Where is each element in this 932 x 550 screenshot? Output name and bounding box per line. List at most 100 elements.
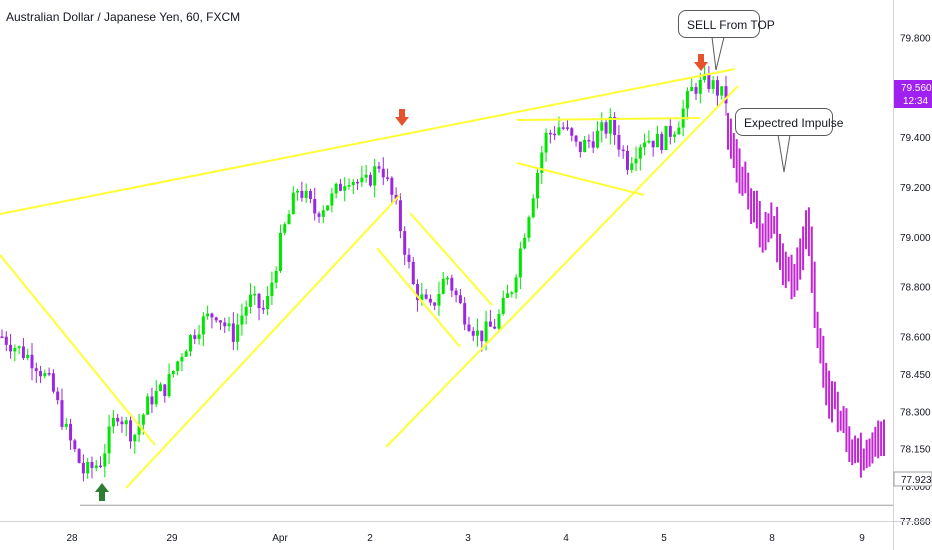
candle xyxy=(34,362,38,383)
projection-bar xyxy=(790,254,793,300)
projection-bar xyxy=(871,432,874,464)
candle xyxy=(531,194,535,219)
candle xyxy=(300,181,304,202)
candle xyxy=(497,309,501,333)
candle xyxy=(437,281,441,316)
projection-bar xyxy=(767,213,770,243)
candle xyxy=(129,415,133,449)
candle xyxy=(51,369,55,394)
candle xyxy=(317,211,321,223)
candle xyxy=(600,112,604,143)
projection-bar xyxy=(862,448,865,471)
projection-bar xyxy=(833,381,836,410)
candle xyxy=(471,327,475,342)
projection-bar xyxy=(848,426,851,462)
candle xyxy=(4,331,8,352)
projection-bar xyxy=(761,223,764,253)
candle xyxy=(30,343,34,381)
projection-bar xyxy=(839,410,842,431)
projection-bar xyxy=(880,421,883,457)
candle xyxy=(673,131,677,143)
candle xyxy=(578,141,582,158)
candle xyxy=(94,460,98,472)
projection-bar xyxy=(755,190,758,229)
callout-sell-from-top: SELL From TOP xyxy=(678,10,775,38)
candle xyxy=(587,134,591,149)
descending-line-left xyxy=(0,254,156,446)
y-tick-label: 79.000 xyxy=(900,233,931,244)
candle xyxy=(454,287,458,303)
candle xyxy=(373,158,377,198)
candle xyxy=(47,367,51,377)
candle xyxy=(467,316,471,333)
candle xyxy=(390,176,394,204)
x-tick-label: 8 xyxy=(769,533,775,544)
projection-bar xyxy=(857,438,859,463)
x-tick-label: 4 xyxy=(563,533,569,544)
candle xyxy=(707,66,711,93)
candle xyxy=(236,313,240,351)
candle xyxy=(428,294,432,306)
sell-arrow-top-icon xyxy=(694,54,708,71)
projection-bar xyxy=(732,133,735,169)
wedge-bottom xyxy=(516,162,645,196)
candle xyxy=(296,188,300,201)
ascending-support-2 xyxy=(385,85,739,448)
candle xyxy=(613,112,617,145)
time-axis: 28 29 Apr 2 3 4 5 8 9 xyxy=(66,533,865,544)
candle xyxy=(608,108,612,145)
y-tick-label: 78.150 xyxy=(900,445,931,456)
x-tick-label: 2 xyxy=(367,533,373,544)
candle xyxy=(218,319,222,330)
candle xyxy=(17,345,21,355)
candle xyxy=(291,186,295,215)
projection-layer xyxy=(727,112,885,478)
projection-bar xyxy=(779,233,781,270)
candle xyxy=(463,297,467,331)
projection-bar xyxy=(836,391,839,433)
candle xyxy=(501,290,505,316)
candle xyxy=(446,275,450,285)
candle xyxy=(561,122,565,131)
candle xyxy=(720,86,724,100)
candle xyxy=(240,303,244,336)
callout-pointer-impulse xyxy=(777,134,791,173)
candle xyxy=(548,129,552,144)
candle xyxy=(527,215,531,242)
candle xyxy=(488,310,492,327)
candle xyxy=(668,118,672,145)
candle xyxy=(64,417,68,430)
projection-bar xyxy=(793,263,796,297)
candle xyxy=(120,416,124,433)
candle xyxy=(0,329,4,339)
y-tick-label: 79.800 xyxy=(900,33,931,44)
candle xyxy=(171,370,175,378)
candle xyxy=(69,418,73,450)
candle xyxy=(698,72,702,104)
candle xyxy=(193,329,197,345)
projection-bar xyxy=(758,200,761,248)
projection-bar xyxy=(773,216,776,234)
projection-bar xyxy=(825,362,828,406)
candle xyxy=(574,134,578,147)
projection-bar xyxy=(750,188,753,225)
projection-bar xyxy=(868,438,871,467)
y-tick-label: 78.300 xyxy=(900,407,931,418)
candle xyxy=(188,334,192,357)
projection-bar xyxy=(738,148,741,194)
candle xyxy=(81,454,85,482)
candle xyxy=(356,179,360,191)
candle xyxy=(13,344,17,362)
candle xyxy=(655,125,659,148)
candle xyxy=(476,318,480,347)
x-tick-label: 29 xyxy=(166,533,178,544)
sell-arrow-icon xyxy=(395,109,409,126)
projection-bar xyxy=(747,172,750,210)
support-price-value: 77.923 xyxy=(901,475,932,486)
candle xyxy=(703,63,707,83)
candle xyxy=(39,365,43,384)
candle xyxy=(604,118,608,139)
candle xyxy=(197,325,201,345)
candle xyxy=(278,224,282,273)
projection-bar xyxy=(744,161,747,194)
